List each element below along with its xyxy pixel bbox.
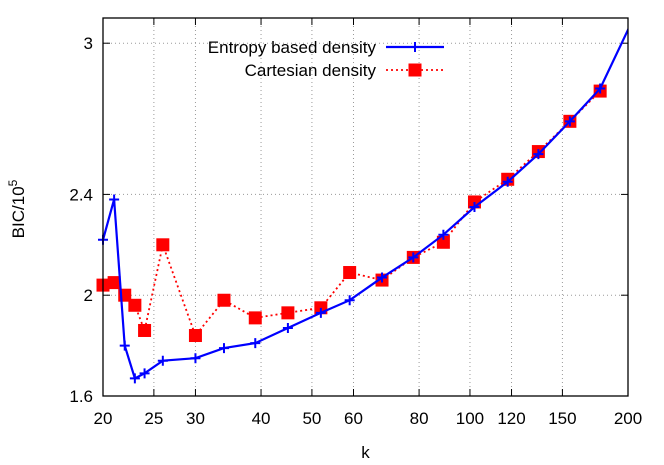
legend: Entropy based density Cartesian density <box>208 38 444 80</box>
legend-swatch-marker <box>408 63 422 77</box>
data-point <box>281 306 295 320</box>
x-tick-label: 40 <box>252 409 271 428</box>
data-point <box>188 329 202 343</box>
y-tick-labels: 1.6 2 2.4 3 <box>69 34 93 406</box>
x-tick-label: 120 <box>497 409 525 428</box>
data-point <box>438 229 449 240</box>
data-point <box>107 276 121 290</box>
x-tick-label: 150 <box>548 409 576 428</box>
data-point <box>595 83 606 94</box>
y-tick-label: 2 <box>84 286 93 305</box>
data-point <box>344 295 355 306</box>
x-tick-label: 50 <box>302 409 321 428</box>
series-entropy <box>98 27 628 384</box>
x-tick-label: 60 <box>344 409 363 428</box>
data-point <box>139 368 150 379</box>
data-point <box>250 338 261 349</box>
data-point <box>217 293 231 307</box>
y-tick-label: 3 <box>84 34 93 53</box>
legend-label: Entropy based density <box>208 38 377 57</box>
data-point <box>156 238 170 252</box>
y-tick-label: 1.6 <box>69 387 93 406</box>
series-cartesian <box>96 84 607 343</box>
series-layer <box>96 27 628 384</box>
x-axis-title: k <box>361 443 370 462</box>
x-tick-label: 20 <box>94 409 113 428</box>
data-point <box>248 311 262 325</box>
plot-frame <box>102 17 629 397</box>
legend-swatch-marker <box>410 42 420 52</box>
data-point <box>109 194 120 205</box>
x-tick-label: 80 <box>410 409 429 428</box>
x-tick-label: 30 <box>186 409 205 428</box>
data-point <box>377 272 388 283</box>
data-point <box>190 353 201 364</box>
data-point <box>533 149 544 160</box>
x-tick-label: 100 <box>456 409 484 428</box>
x-tick-label: 25 <box>144 409 163 428</box>
data-point <box>129 373 140 384</box>
data-point <box>502 176 513 187</box>
y-tick-label: 2.4 <box>69 185 93 204</box>
data-point <box>119 340 130 351</box>
data-point <box>282 322 293 333</box>
data-point <box>315 307 326 318</box>
x-tick-labels: 20 25 30 40 50 60 80 100 120 150 200 <box>94 409 643 428</box>
data-point <box>469 202 480 212</box>
x-tick-label: 200 <box>614 409 642 428</box>
legend-label: Cartesian density <box>245 61 377 80</box>
data-point <box>138 323 152 337</box>
y-axis-title-exponent: 5 <box>6 179 20 186</box>
data-point <box>564 116 575 127</box>
y-axis-title: BIC/105 <box>6 179 28 238</box>
data-point <box>128 298 142 312</box>
data-point <box>408 252 419 263</box>
data-point <box>218 343 229 354</box>
data-point <box>436 235 450 249</box>
y-axis-title-base: BIC/10 <box>9 186 28 238</box>
data-point <box>343 266 357 280</box>
data-point <box>157 355 168 366</box>
